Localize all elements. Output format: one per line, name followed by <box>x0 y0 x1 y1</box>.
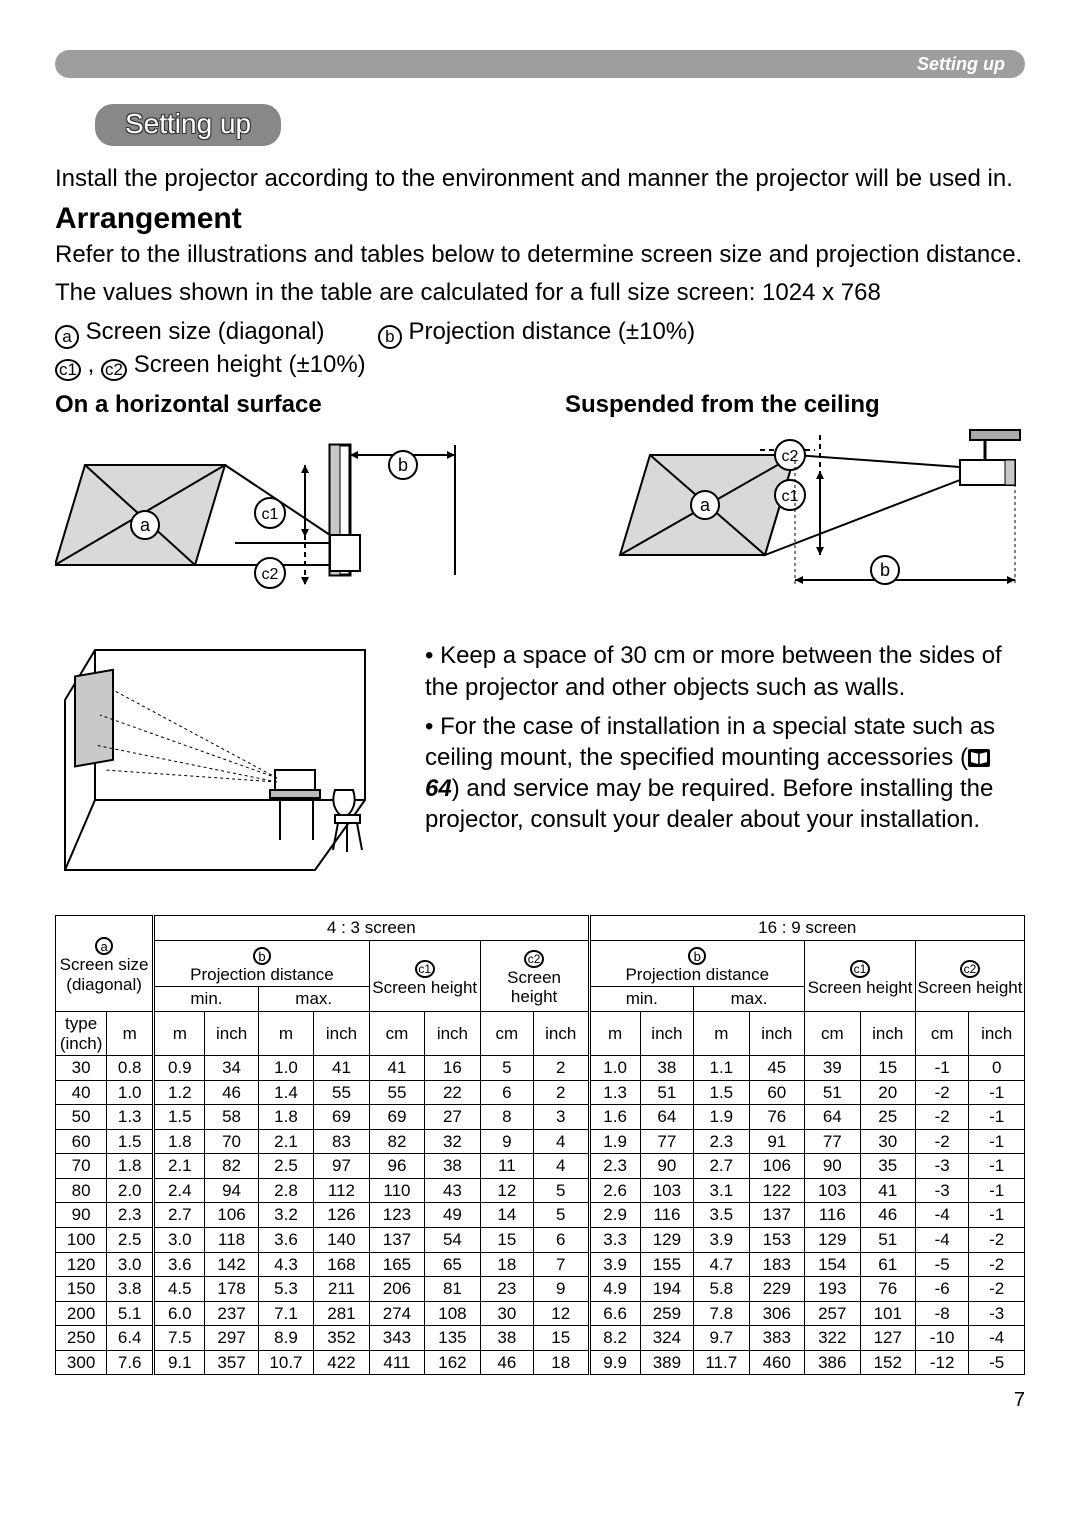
para-1: Refer to the illustrations and tables be… <box>55 240 1025 270</box>
table-row: 1002.53.01183.6140137541563.31293.915312… <box>56 1227 1025 1252</box>
svg-text:c1: c1 <box>782 488 799 505</box>
svg-text:c2: c2 <box>782 448 799 465</box>
legend-a: Screen size (diagonal) <box>86 318 325 345</box>
table-row: 601.51.8702.1838232941.9772.3917730-2-1 <box>56 1129 1025 1154</box>
figure-horizontal: a c1 c2 <box>55 425 475 615</box>
fig-head-ceiling: Suspended from the ceiling <box>565 391 1025 419</box>
table-row: 2005.16.02377.128127410830126.62597.8306… <box>56 1301 1025 1326</box>
book-icon <box>968 749 990 767</box>
legend-row-2: c1 , c2 Screen height (±10%) <box>55 349 1025 381</box>
intro-text: Install the projector according to the e… <box>55 164 1025 194</box>
table-row: 701.82.1822.59796381142.3902.71069035-3-… <box>56 1154 1025 1179</box>
table-row: 902.32.71063.2126123491452.91163.5137116… <box>56 1203 1025 1228</box>
table-row: 1503.84.51785.3211206812394.91945.822919… <box>56 1277 1025 1302</box>
figure-ceiling: a c2 c1 b <box>565 425 1025 615</box>
para-2: The values shown in the table are calcul… <box>55 278 1025 308</box>
page-number: 7 <box>55 1389 1025 1412</box>
header-bar: Setting up <box>55 50 1025 78</box>
legend-row-1: a Screen size (diagonal) b Projection di… <box>55 316 1025 349</box>
svg-text:c1: c1 <box>262 506 279 523</box>
circle-c1-icon: c1 <box>55 359 81 381</box>
circle-c2-icon: c2 <box>101 359 127 381</box>
figure-room <box>55 640 415 890</box>
fig-head-horizontal: On a horizontal surface <box>55 391 515 419</box>
svg-text:b: b <box>880 560 890 580</box>
arrangement-heading: Arrangement <box>55 202 1025 236</box>
section-pill: Setting up <box>95 104 281 146</box>
circle-b-icon: b <box>378 325 402 349</box>
legend-c: Screen height (±10%) <box>134 351 366 378</box>
header-bar-label: Setting up <box>917 54 1005 75</box>
table-row: 802.02.4942.8112110431252.61033.11221034… <box>56 1178 1025 1203</box>
table-row: 300.80.9341.0414116521.0381.1453915-10 <box>56 1056 1025 1081</box>
bullet-1: • Keep a space of 30 cm or more between … <box>425 640 1025 702</box>
table-row: 2506.47.52978.935234313538158.23249.7383… <box>56 1326 1025 1351</box>
table-row: 501.31.5581.8696927831.6641.9766425-2-1 <box>56 1105 1025 1130</box>
table-row: 401.01.2461.4555522621.3511.5605120-2-1 <box>56 1080 1025 1105</box>
bullet-2: • For the case of installation in a spec… <box>425 711 1025 836</box>
table-row: 3007.69.135710.742241116246189.938911.74… <box>56 1350 1025 1375</box>
svg-text:a: a <box>700 495 711 515</box>
legend-b: Projection distance (±10%) <box>408 318 695 345</box>
circle-a-icon: a <box>55 325 79 349</box>
spec-table: a Screen size (diagonal) 4 : 3 screen 16… <box>55 915 1025 1375</box>
svg-text:a: a <box>140 515 151 535</box>
svg-text:b: b <box>398 455 408 475</box>
table-row: 1203.03.61424.3168165651873.91554.718315… <box>56 1252 1025 1277</box>
th-screen-size: a Screen size (diagonal) <box>56 916 154 1012</box>
svg-text:c2: c2 <box>262 566 279 583</box>
